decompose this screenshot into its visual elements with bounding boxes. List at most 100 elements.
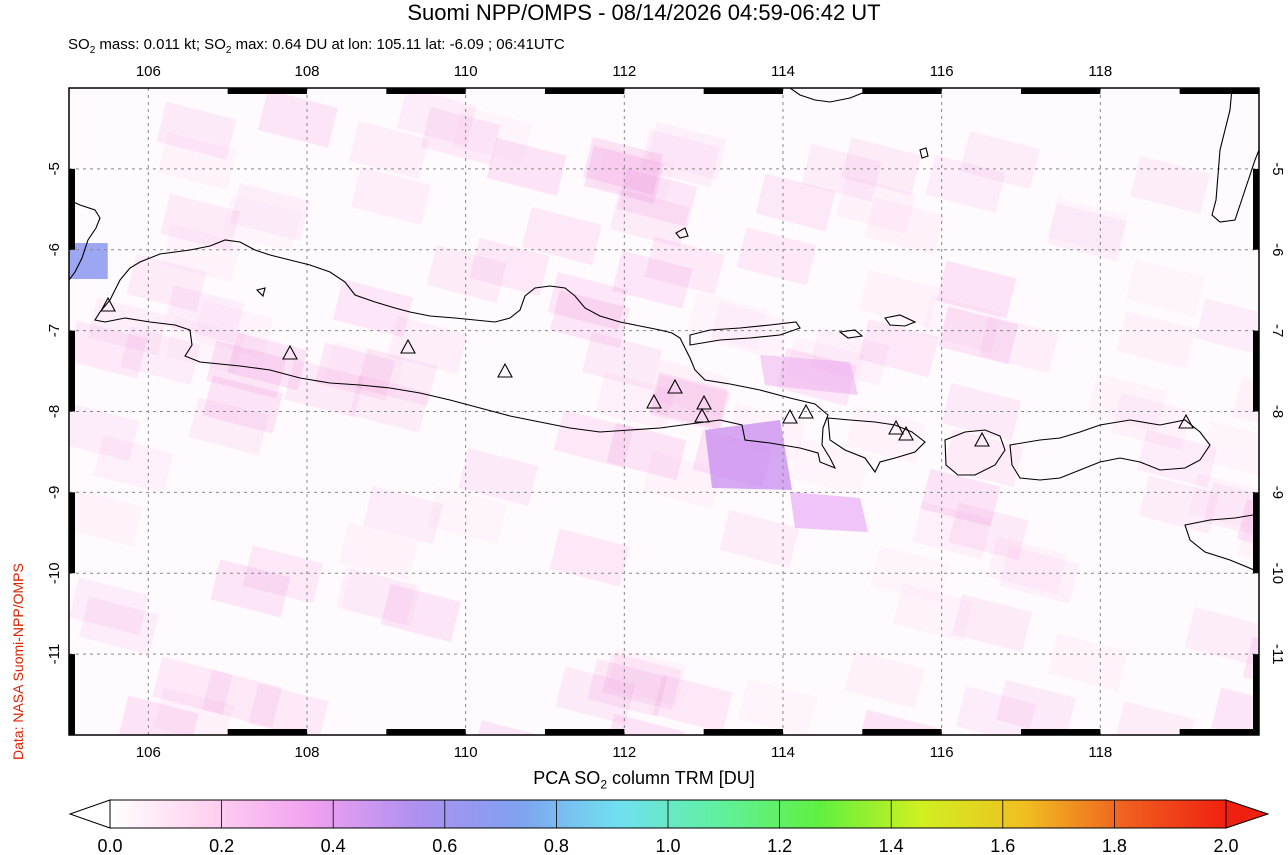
- so2-pixel: [595, 372, 676, 431]
- so2-pixel: [1211, 687, 1259, 735]
- island-misc: [919, 147, 929, 159]
- so2-pixel: [1184, 607, 1259, 666]
- so2-pixel: [864, 197, 945, 256]
- so2-pixel: [642, 450, 723, 509]
- so2-pixel: [333, 279, 414, 338]
- frame-tick: [862, 729, 942, 735]
- java-coast: [94, 239, 837, 470]
- frame-tick: [1179, 88, 1259, 94]
- so2-pixel: [69, 403, 140, 462]
- so2-pixel: [153, 687, 234, 735]
- so2-pixel: [644, 236, 725, 295]
- map-subtitle: SO2 mass: 0.011 kt; SO2 max: 0.64 DU at …: [68, 36, 565, 56]
- lat-label-right: -6: [1269, 243, 1286, 256]
- lat-label-left: -11: [46, 644, 63, 665]
- so2-pixel: [952, 594, 1033, 653]
- so2-pixel: [736, 227, 817, 286]
- frame-tick: [227, 729, 307, 735]
- lon-label-top: 118: [1088, 63, 1112, 80]
- lon-label-bottom: 118: [1088, 744, 1112, 761]
- so2-swath-pixels: [69, 88, 1259, 735]
- lon-label-bottom: 108: [294, 744, 319, 761]
- lat-label-right: -5: [1269, 162, 1286, 175]
- so2-pixel: [912, 501, 993, 560]
- so2-pixel: [521, 206, 602, 265]
- lon-label-top: 108: [294, 63, 319, 80]
- sulawesi-coast: [1211, 88, 1259, 223]
- lon-label-top: 106: [136, 63, 161, 80]
- so2-pixel: [640, 129, 721, 188]
- so2-pixel: [705, 420, 792, 490]
- so2-pixel: [978, 315, 1059, 374]
- frame-tick: [69, 492, 75, 574]
- so2-pixel: [257, 89, 338, 148]
- bali-coast: [827, 417, 926, 474]
- so2-pixel: [594, 146, 675, 205]
- so2-pixel: [587, 658, 668, 717]
- so2-pixel: [948, 502, 1029, 561]
- so2-pixel: [420, 107, 501, 166]
- so2-pixel: [1137, 429, 1218, 488]
- colorbar-tick-label: 0.2: [209, 836, 234, 855]
- frame-tick: [703, 88, 783, 94]
- island-bawean: [884, 314, 917, 327]
- lombok-coast: [944, 429, 1006, 476]
- so2-pixel: [549, 528, 630, 587]
- so2-pixel: [188, 397, 269, 456]
- so2-pixel: [858, 269, 939, 328]
- so2-pixel: [612, 250, 693, 309]
- frame-tick: [703, 729, 783, 735]
- so2-pixel: [427, 486, 508, 545]
- lat-label-left: -6: [46, 243, 63, 256]
- colorbar-tick-label: 1.6: [990, 836, 1015, 855]
- so2-pixel: [737, 679, 818, 735]
- frame-tick: [1253, 492, 1259, 574]
- lon-label-bottom: 112: [612, 744, 636, 761]
- frame-tick: [69, 168, 75, 250]
- so2-pixel: [1115, 701, 1195, 735]
- so2-pixel: [845, 405, 926, 464]
- so2-pixel: [760, 355, 858, 395]
- sumbawa-coast: [1009, 419, 1211, 481]
- so2-pixel: [242, 545, 323, 604]
- frame-tick: [1253, 330, 1259, 412]
- lat-label-left: -9: [46, 486, 63, 499]
- lat-label-left: -5: [46, 162, 63, 175]
- so2-pixel: [601, 652, 682, 711]
- lon-label-bottom: 106: [136, 744, 161, 761]
- so2-pixel: [1200, 420, 1259, 476]
- so2-pixel: [69, 320, 148, 379]
- so2-pixel: [893, 583, 974, 642]
- so2-pixel: [349, 120, 430, 179]
- sumba-coast: [1184, 513, 1259, 573]
- so2-pixel: [936, 260, 1017, 319]
- so2-pixel: [157, 132, 238, 191]
- so2-pixel: [860, 709, 937, 735]
- so2-pixel: [686, 291, 767, 350]
- volcano-triangle-icon: [798, 403, 814, 419]
- grid-lines: [69, 88, 1259, 735]
- frame-tick: [69, 654, 75, 735]
- lat-label-right: -10: [1269, 562, 1286, 584]
- so2-pixel: [340, 568, 421, 627]
- volcano-triangle-icon: [696, 394, 712, 410]
- so2-pixel: [69, 577, 150, 636]
- so2-pixel: [920, 468, 1001, 527]
- so2-pixel: [380, 584, 461, 643]
- lon-label-top: 116: [930, 63, 954, 80]
- so2-pixel: [193, 300, 274, 359]
- so2-pixel: [452, 105, 533, 164]
- volcano-triangle-icon: [400, 338, 416, 354]
- so2-pixel: [835, 175, 916, 234]
- so2-pixel: [941, 383, 1022, 442]
- so2-pixel: [1087, 373, 1168, 432]
- so2-pixel: [995, 679, 1076, 735]
- lat-label-right: -11: [1269, 644, 1286, 665]
- lon-label-top: 114: [771, 63, 795, 80]
- colorbar-tick-label: 1.4: [879, 836, 904, 855]
- lon-label-top: 112: [612, 63, 636, 80]
- so2-pixel: [202, 375, 283, 434]
- frame-ticks: [69, 88, 1259, 735]
- so2-pixel: [1047, 197, 1128, 256]
- frame-tick: [1021, 88, 1101, 94]
